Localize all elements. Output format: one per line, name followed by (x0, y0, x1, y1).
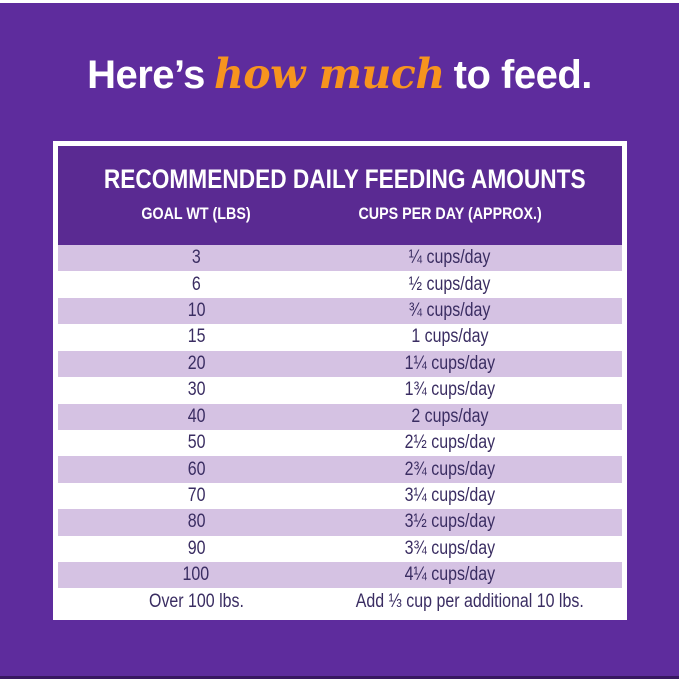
table-row: 40 2 cups/day (58, 403, 622, 430)
page-title-highlight: how much (213, 50, 445, 98)
cups-cell: 2¾ cups/day (404, 458, 496, 480)
table-title: RECOMMENDED DAILY FEEDING AMOUNTS (103, 163, 586, 194)
goal-weight-cell: 40 (187, 405, 206, 427)
page-title: Here’s how much to feed. (0, 50, 679, 98)
table-row: 90 3¾ cups/day (58, 535, 622, 563)
table-row-over-100: Over 100 lbs. Add ⅓ cup per additional 1… (58, 588, 622, 615)
cups-cell: 2½ cups/day (404, 432, 496, 454)
column-header-goal-wt: GOAL WT (LBS) (141, 203, 251, 223)
goal-weight-cell: 30 (187, 379, 206, 401)
feeding-table-frame: RECOMMENDED DAILY FEEDING AMOUNTS GOAL W… (53, 141, 627, 620)
page-title-prefix: Here’s (87, 53, 205, 97)
goal-weight-cell: 10 (187, 300, 206, 322)
table-row: 80 3½ cups/day (58, 509, 622, 536)
page-title-suffix: to feed. (453, 53, 593, 97)
goal-weight-cell: 100 (182, 564, 210, 586)
goal-weight-cell: 80 (187, 511, 206, 533)
goal-weight-cell: 3 (191, 247, 201, 269)
table-row: 50 2½ cups/day (58, 429, 622, 457)
cups-cell: 4¼ cups/day (404, 564, 496, 586)
cups-cell: 3½ cups/day (404, 511, 496, 533)
cups-cell: 1 cups/day (411, 326, 489, 348)
goal-weight-cell: 50 (187, 432, 206, 454)
goal-weight-cell: Over 100 lbs. (148, 590, 244, 612)
feeding-table: RECOMMENDED DAILY FEEDING AMOUNTS GOAL W… (58, 146, 622, 615)
feeding-table-header: RECOMMENDED DAILY FEEDING AMOUNTS GOAL W… (58, 146, 622, 245)
cups-cell: 1¼ cups/day (404, 352, 496, 374)
table-body: 3 ¼ cups/day 6 ½ cups/day 10 ¾ cups/day … (58, 245, 622, 615)
cups-cell: 3¾ cups/day (404, 537, 496, 559)
table-row: 6 ½ cups/day (58, 271, 622, 298)
goal-weight-cell: 90 (187, 537, 206, 559)
bottom-shadow-edge (0, 676, 679, 679)
cups-cell: ½ cups/day (409, 273, 491, 295)
goal-weight-cell: 70 (187, 485, 206, 506)
cups-cell: 2 cups/day (411, 405, 489, 427)
table-row: 70 3¼ cups/day (58, 482, 622, 510)
table-row: 3 ¼ cups/day (58, 245, 622, 272)
table-row: 15 1 cups/day (58, 324, 622, 351)
cups-cell: 3¼ cups/day (404, 485, 496, 506)
goal-weight-cell: 60 (187, 458, 206, 480)
table-row: 10 ¾ cups/day (58, 297, 622, 325)
table-row: 60 2¾ cups/day (58, 456, 622, 483)
goal-weight-cell: 20 (187, 352, 206, 374)
cups-cell: Add ⅓ cup per additional 10 lbs. (356, 590, 585, 612)
table-row: 20 1¼ cups/day (58, 350, 622, 378)
cups-cell: ¾ cups/day (409, 300, 491, 322)
column-headers: GOAL WT (LBS) CUPS PER DAY (APPROX.) (58, 204, 622, 224)
cups-cell: ¼ cups/day (409, 247, 491, 269)
table-row: 30 1¾ cups/day (58, 377, 622, 404)
top-white-edge (0, 0, 679, 3)
cups-cell: 1¾ cups/day (404, 379, 496, 401)
goal-weight-cell: 15 (187, 326, 206, 348)
table-row: 100 4¼ cups/day (58, 562, 622, 589)
goal-weight-cell: 6 (191, 273, 201, 295)
column-header-cups-per-day: CUPS PER DAY (APPROX.) (358, 203, 542, 223)
